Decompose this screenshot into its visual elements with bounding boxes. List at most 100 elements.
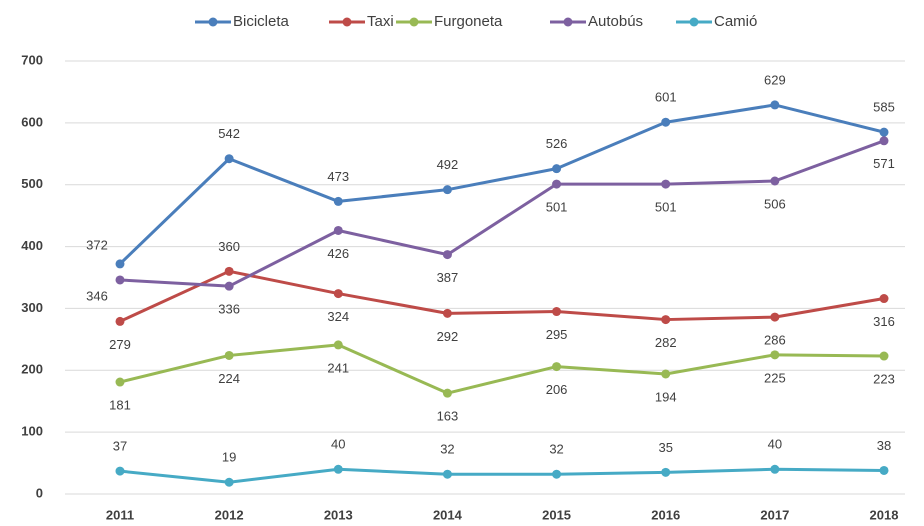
data-point [224, 350, 234, 360]
data-point [552, 307, 562, 317]
data-point [333, 464, 343, 474]
data-point [552, 362, 562, 372]
data-label: 387 [437, 270, 459, 285]
data-label: 37 [113, 439, 127, 454]
data-label: 286 [764, 333, 786, 348]
legend-label: Bicicleta [233, 13, 290, 30]
legend-marker [689, 17, 699, 27]
data-label: 571 [873, 156, 895, 171]
data-point [333, 225, 343, 235]
legend-marker [342, 17, 352, 27]
data-point [879, 127, 889, 137]
data-point [770, 176, 780, 186]
series-line [119, 343, 885, 395]
data-label: 629 [764, 72, 786, 87]
data-label: 501 [655, 200, 677, 215]
data-point [552, 179, 562, 189]
data-point [770, 350, 780, 360]
legend-label: Taxi [367, 13, 394, 30]
y-tick-label: 200 [21, 362, 43, 377]
data-label: 225 [764, 370, 786, 385]
x-tick-label: 2013 [324, 507, 353, 522]
legend-marker [563, 17, 573, 27]
series-line [119, 467, 885, 484]
data-label: 601 [655, 90, 677, 105]
y-tick-label: 300 [21, 300, 43, 315]
data-point [879, 294, 889, 304]
x-tick-label: 2014 [433, 507, 463, 522]
data-point [661, 179, 671, 189]
data-point [442, 250, 452, 260]
data-label: 295 [546, 327, 568, 342]
data-label: 32 [440, 442, 454, 457]
y-tick-label: 600 [21, 114, 43, 129]
y-tick-label: 700 [21, 52, 43, 67]
data-label: 346 [86, 288, 108, 303]
data-point [552, 164, 562, 174]
x-tick-label: 2016 [651, 507, 680, 522]
data-label: 40 [768, 437, 782, 452]
data-label: 336 [218, 302, 240, 317]
data-label: 506 [764, 196, 786, 211]
x-tick-label: 2015 [542, 507, 571, 522]
data-point [115, 466, 125, 476]
data-label: 292 [437, 329, 459, 344]
x-tick-label: 2012 [215, 507, 244, 522]
data-point [333, 196, 343, 206]
data-point [115, 259, 125, 269]
data-point [442, 469, 452, 479]
y-tick-label: 400 [21, 238, 43, 253]
data-point [115, 377, 125, 387]
data-label: 372 [86, 237, 108, 252]
data-label: 224 [218, 371, 240, 386]
data-label: 206 [546, 382, 568, 397]
x-tick-label: 2011 [106, 507, 134, 522]
legend-label: Autobús [588, 13, 643, 30]
data-label: 38 [877, 438, 891, 453]
data-point [115, 316, 125, 326]
data-label: 181 [109, 397, 131, 412]
data-point [552, 469, 562, 479]
data-point [442, 388, 452, 398]
data-label: 492 [437, 157, 459, 172]
data-point [224, 266, 234, 276]
data-label: 35 [658, 440, 672, 455]
x-tick-label: 2018 [870, 507, 899, 522]
data-label: 163 [437, 409, 459, 424]
data-label: 19 [222, 450, 236, 465]
data-point [770, 100, 780, 110]
data-point [770, 464, 780, 474]
data-point [661, 117, 671, 127]
data-label: 40 [331, 437, 345, 452]
data-label: 194 [655, 389, 677, 404]
data-label: 585 [873, 100, 895, 115]
data-point [661, 467, 671, 477]
series-line [119, 139, 885, 288]
data-point [333, 340, 343, 350]
data-point [333, 289, 343, 299]
data-point [879, 351, 889, 361]
y-tick-label: 0 [36, 485, 43, 500]
data-point [115, 275, 125, 285]
legend-label: Camió [714, 13, 757, 30]
data-label: 241 [327, 360, 349, 375]
legend-marker [208, 17, 218, 27]
x-tick-label: 2017 [760, 507, 789, 522]
series-line [118, 103, 885, 265]
data-label: 360 [218, 239, 240, 254]
series-line [119, 269, 885, 323]
y-tick-label: 500 [21, 176, 43, 191]
data-label: 223 [873, 371, 895, 386]
data-label: 526 [546, 136, 568, 151]
legend-label: Furgoneta [434, 13, 503, 30]
data-point [224, 154, 234, 164]
data-point [224, 281, 234, 291]
data-point [661, 315, 671, 325]
data-label: 316 [873, 314, 895, 329]
data-point [879, 136, 889, 146]
data-point [442, 185, 452, 195]
data-label: 324 [327, 309, 349, 324]
data-point [442, 308, 452, 318]
data-label: 542 [218, 126, 240, 141]
